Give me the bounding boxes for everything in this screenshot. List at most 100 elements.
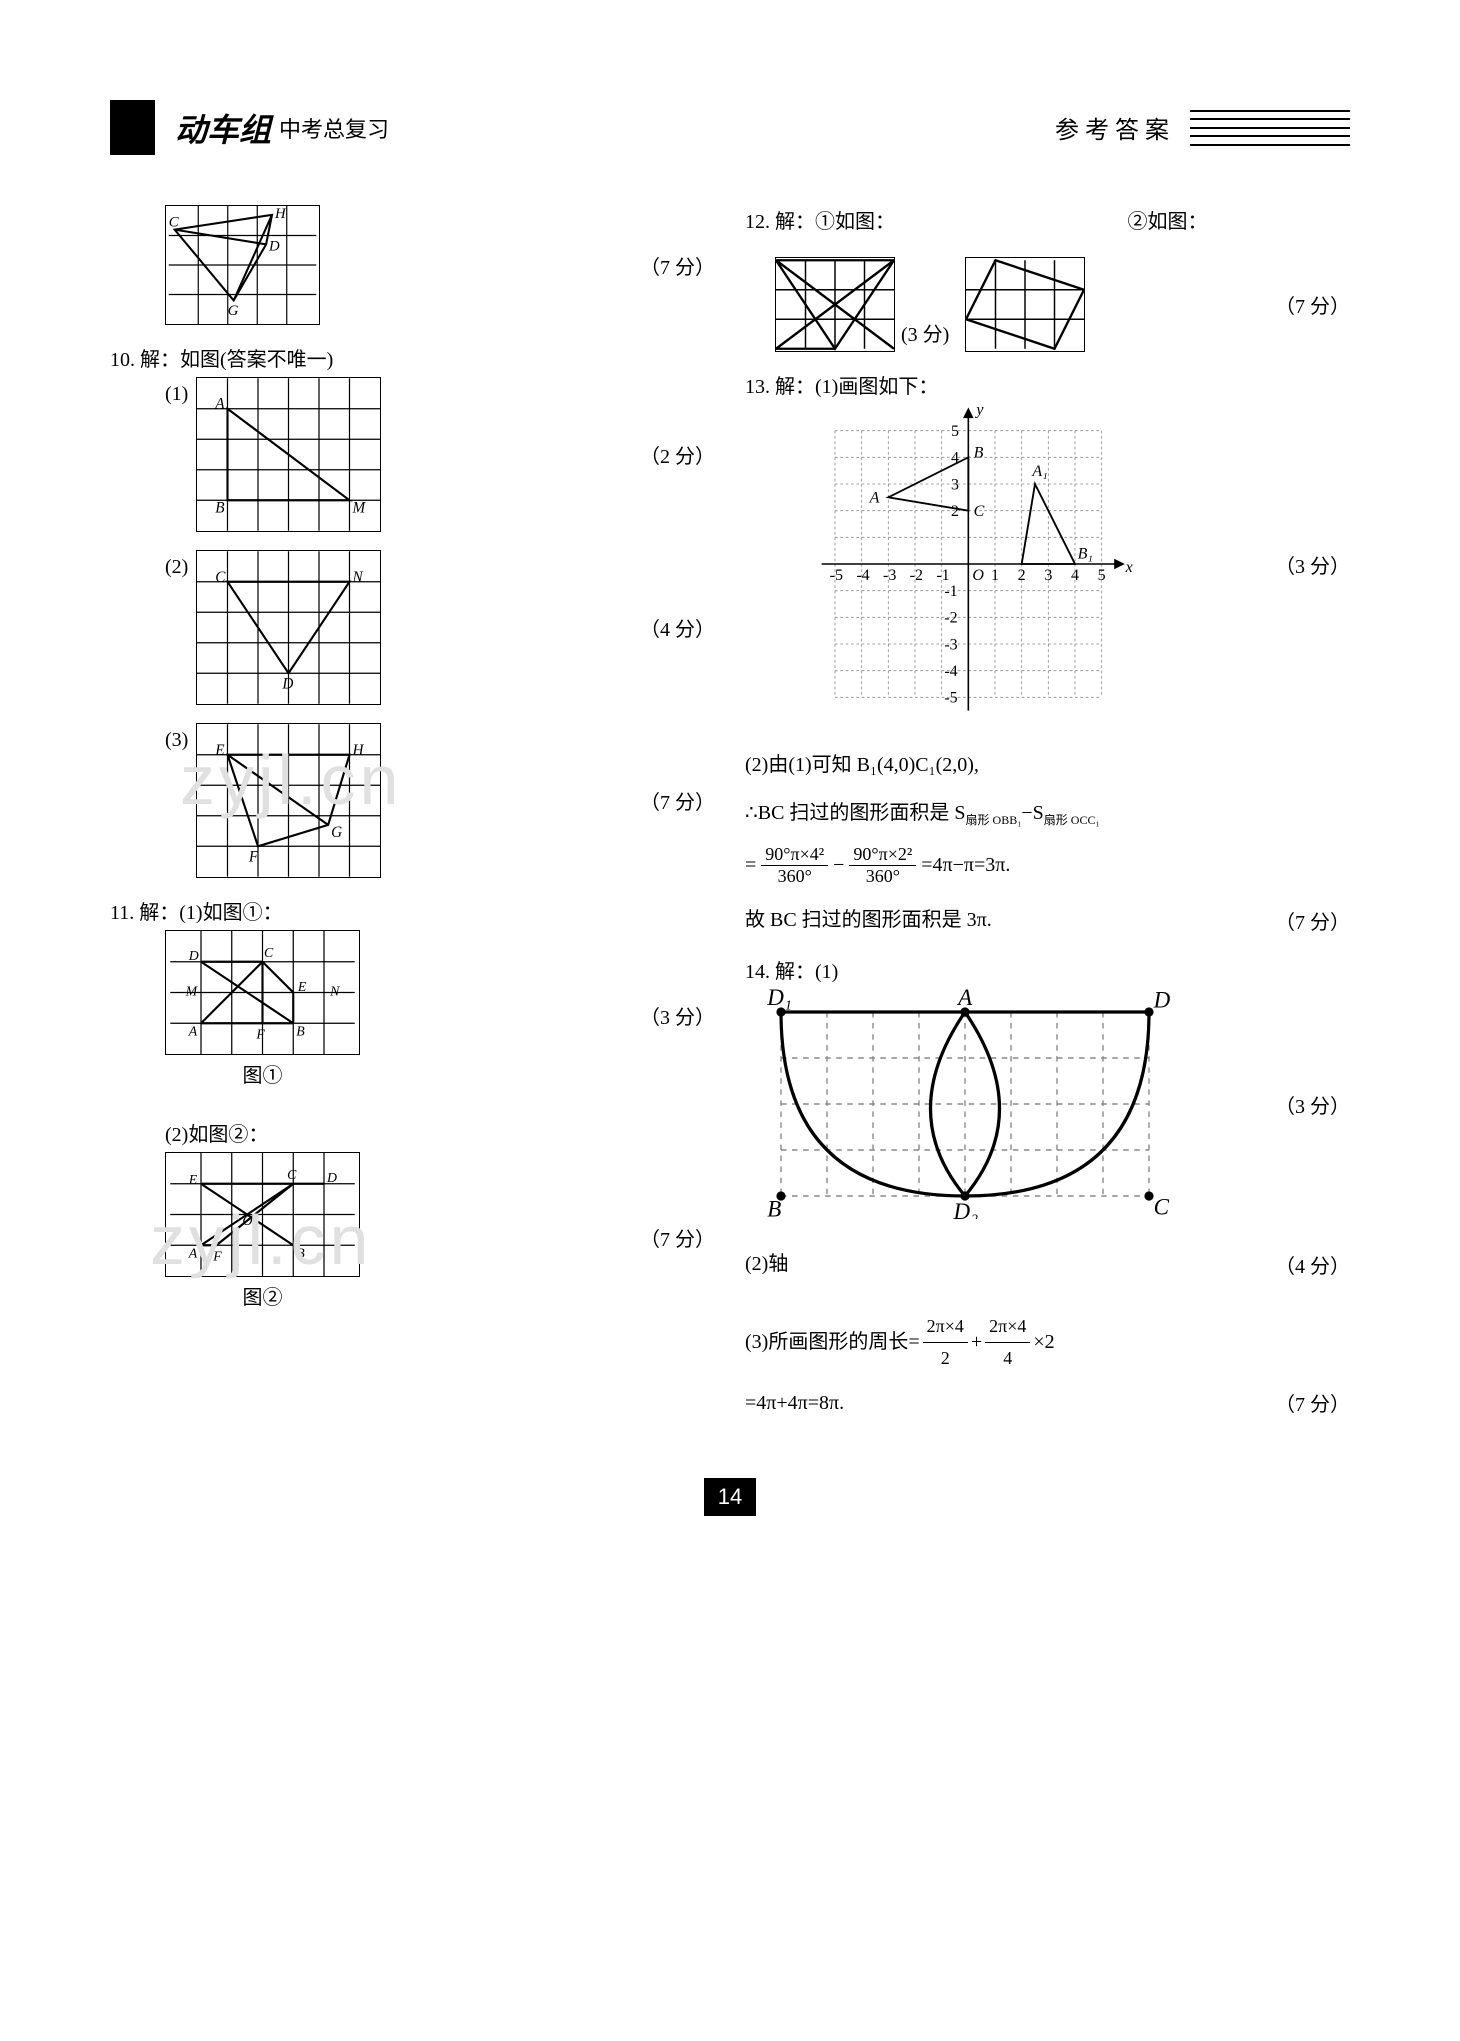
svg-text:M: M xyxy=(185,984,199,999)
q13-conclusion: 故 BC 扫过的图形面积是 3π. xyxy=(745,903,992,937)
q10-part1-score: （2 分） xyxy=(640,440,715,469)
q10-part1-label: (1) xyxy=(165,377,188,411)
q11-diagram-1: D C M E N A F B xyxy=(165,930,360,1055)
svg-text:A: A xyxy=(188,1024,198,1039)
book-subtitle: 中考总复习 xyxy=(279,112,389,144)
svg-text:-3: -3 xyxy=(883,567,896,584)
svg-text:-4: -4 xyxy=(944,663,957,680)
q10-part3-score: （7 分） xyxy=(640,786,715,815)
svg-text:-4: -4 xyxy=(856,567,869,584)
svg-text:-1: -1 xyxy=(936,567,949,584)
q14-part1-label: 14. 解：(1) xyxy=(745,955,1350,989)
q10-part2-score: （4 分） xyxy=(640,613,715,642)
svg-text:y: y xyxy=(974,404,984,419)
q10-diagram-2: C N D xyxy=(196,550,381,705)
q13-coordinate-plot: O x y A B C A₁ B₁ -5-4-3-2-1 12345 5432 … xyxy=(765,404,1185,724)
header-decor-block xyxy=(110,100,155,155)
svg-text:C: C xyxy=(287,1167,297,1182)
q11-caption-2: 图② xyxy=(165,1281,360,1310)
svg-text:B: B xyxy=(296,1246,305,1261)
svg-text:D₁: D₁ xyxy=(766,989,792,1010)
q14-part3-score: （7 分） xyxy=(1275,1388,1350,1417)
q12-diagram-2 xyxy=(965,257,1085,352)
q14-part1-score: （3 分） xyxy=(1275,1090,1350,1119)
svg-text:-5: -5 xyxy=(944,690,957,707)
svg-text:M: M xyxy=(352,499,367,516)
page-footer: 14 xyxy=(110,1478,1350,1516)
svg-text:A: A xyxy=(869,490,880,507)
svg-text:H: H xyxy=(352,742,365,759)
svg-text:A: A xyxy=(188,1246,198,1261)
q14-diagram: D₁ A D B D₂ C xyxy=(755,989,1175,1219)
q12-score-2: （7 分） xyxy=(1275,290,1350,319)
q13-part1-score: （3 分） xyxy=(1275,550,1350,579)
svg-text:4: 4 xyxy=(1071,567,1079,584)
svg-text:5: 5 xyxy=(1098,567,1106,584)
svg-text:A: A xyxy=(215,396,226,413)
right-column: 12. 解：①如图： ②如图： (3 分) （7 分） xyxy=(745,205,1350,1438)
q10-diagram-1: A B M xyxy=(196,377,381,532)
q10-part3-label: (3) xyxy=(165,723,188,757)
q14-part3-formula: (3)所画图形的周长= 2π×42 + 2π×44 ×2 xyxy=(745,1311,1350,1373)
q13-part1-label: 13. 解：(1)画图如下： xyxy=(745,370,1350,404)
q14-part2: (2)轴 xyxy=(745,1247,788,1281)
q13-conclusion-score: （7 分） xyxy=(1275,906,1350,935)
q10-intro: 10. 解：如图(答案不唯一) xyxy=(110,343,715,377)
svg-text:B: B xyxy=(216,499,225,516)
book-series-title: 动车组 xyxy=(175,105,271,151)
q11-part1-score: （3 分） xyxy=(640,1001,715,1030)
svg-text:C: C xyxy=(264,945,274,960)
svg-text:N: N xyxy=(329,984,340,999)
svg-text:H: H xyxy=(274,206,287,222)
left-column: C H D G （7 分） 10. 解：如图(答案不唯一) (1) xyxy=(110,205,715,1438)
q9-diagram: C H D G xyxy=(165,205,320,325)
header-section-label: 参考答案 xyxy=(1055,110,1175,145)
svg-text:D: D xyxy=(282,676,294,693)
q11-caption-1: 图① xyxy=(165,1059,360,1088)
q9-score: （7 分） xyxy=(640,251,715,280)
svg-text:C: C xyxy=(1154,1195,1170,1220)
svg-text:D: D xyxy=(268,238,280,254)
svg-text:-2: -2 xyxy=(910,567,923,584)
svg-text:E: E xyxy=(215,742,226,759)
svg-text:F: F xyxy=(255,1027,265,1042)
q14-part2-score: （4 分） xyxy=(1275,1250,1350,1279)
q13-part2-line1: (2)由(1)可知 B₁(4,0)C₁(2,0), xyxy=(745,748,1350,782)
svg-text:-1: -1 xyxy=(944,583,957,600)
svg-text:-3: -3 xyxy=(944,636,957,653)
page-header: 动车组 中考总复习 参考答案 xyxy=(110,100,1350,155)
svg-text:3: 3 xyxy=(1044,567,1052,584)
header-stripes-decor xyxy=(1190,110,1350,146)
svg-text:1: 1 xyxy=(991,567,999,584)
q13-part2-line2: ∴BC 扫过的图形面积是 S扇形 OBB₁−S扇形 OCC₁ xyxy=(745,796,1350,830)
svg-text:E: E xyxy=(188,1172,198,1187)
svg-text:3: 3 xyxy=(951,476,959,493)
svg-text:x: x xyxy=(1125,559,1133,576)
q12-intro-1: 12. 解：①如图： xyxy=(745,205,895,239)
svg-text:C: C xyxy=(216,569,227,586)
svg-text:2: 2 xyxy=(951,503,959,520)
q10-part2-label: (2) xyxy=(165,550,188,584)
svg-text:C: C xyxy=(169,215,179,231)
svg-text:D: D xyxy=(326,1170,337,1185)
svg-text:B₁: B₁ xyxy=(1078,546,1093,563)
svg-text:B: B xyxy=(974,444,984,461)
svg-text:F: F xyxy=(212,1249,222,1264)
svg-text:2: 2 xyxy=(1018,567,1026,584)
svg-text:4: 4 xyxy=(951,450,959,467)
svg-text:E: E xyxy=(297,979,307,994)
svg-text:A: A xyxy=(956,989,973,1010)
svg-text:D: D xyxy=(1153,989,1171,1012)
svg-text:B: B xyxy=(767,1197,781,1219)
q12-intro-2: ②如图： xyxy=(1128,205,1208,239)
svg-text:C: C xyxy=(974,503,985,520)
svg-text:O: O xyxy=(972,567,984,584)
page-number: 14 xyxy=(704,1478,756,1516)
svg-text:F: F xyxy=(248,849,259,866)
q12-score-1: (3 分) xyxy=(901,318,949,352)
svg-text:D₂: D₂ xyxy=(953,1199,979,1219)
svg-text:G: G xyxy=(332,824,343,841)
svg-text:N: N xyxy=(352,569,364,586)
svg-text:G: G xyxy=(228,303,239,319)
q10-diagram-3: E H F G xyxy=(196,723,381,878)
